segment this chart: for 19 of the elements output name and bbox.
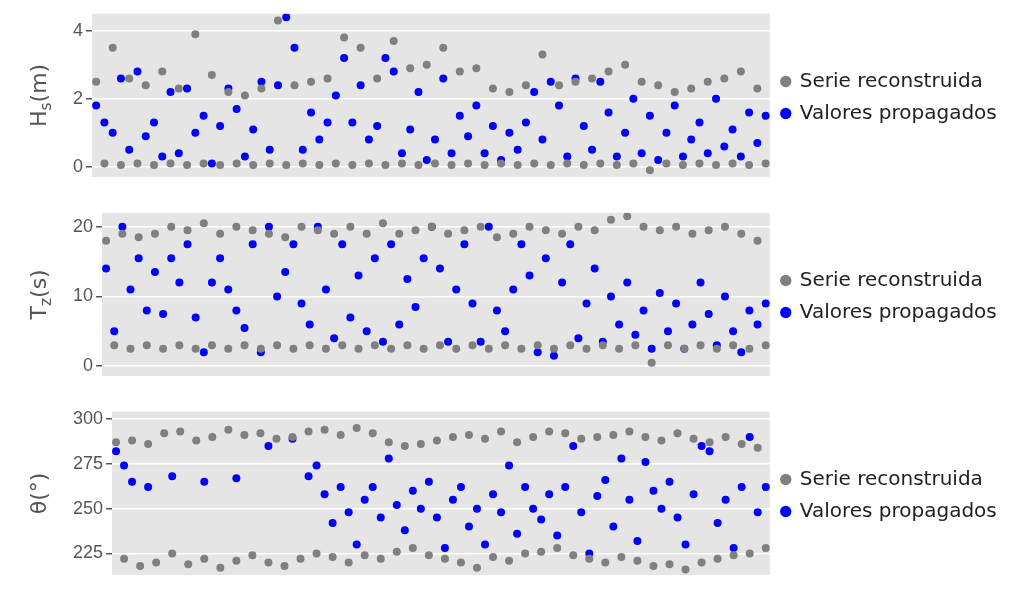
y-tick-label: 225 bbox=[72, 542, 104, 563]
y-tick-label: 4 bbox=[73, 19, 84, 40]
y-tick-label: 0 bbox=[73, 155, 84, 176]
y-tick-label: 300 bbox=[72, 407, 104, 428]
y-axis-title: Hs(m) bbox=[25, 63, 55, 127]
y-tick-label: 275 bbox=[72, 452, 104, 473]
y-tick-label: 2 bbox=[73, 87, 84, 108]
legend-label: Serie reconstruida bbox=[799, 465, 983, 490]
legend-label: Valores propagados bbox=[799, 99, 997, 124]
y-axis-title: θ(°) bbox=[25, 472, 51, 515]
legend-label: Serie reconstruida bbox=[799, 67, 983, 92]
y-tick-label: 10 bbox=[72, 285, 94, 306]
y-tick-label: 250 bbox=[72, 497, 104, 518]
legend-label: Valores propagados bbox=[799, 298, 997, 323]
legend-label: Serie reconstruida bbox=[799, 266, 983, 291]
y-axis-title: Tz(s) bbox=[25, 269, 55, 321]
y-tick-label: 0 bbox=[83, 355, 94, 376]
y-tick-label: 20 bbox=[72, 215, 94, 236]
legend-label: Valores propagados bbox=[799, 497, 997, 522]
